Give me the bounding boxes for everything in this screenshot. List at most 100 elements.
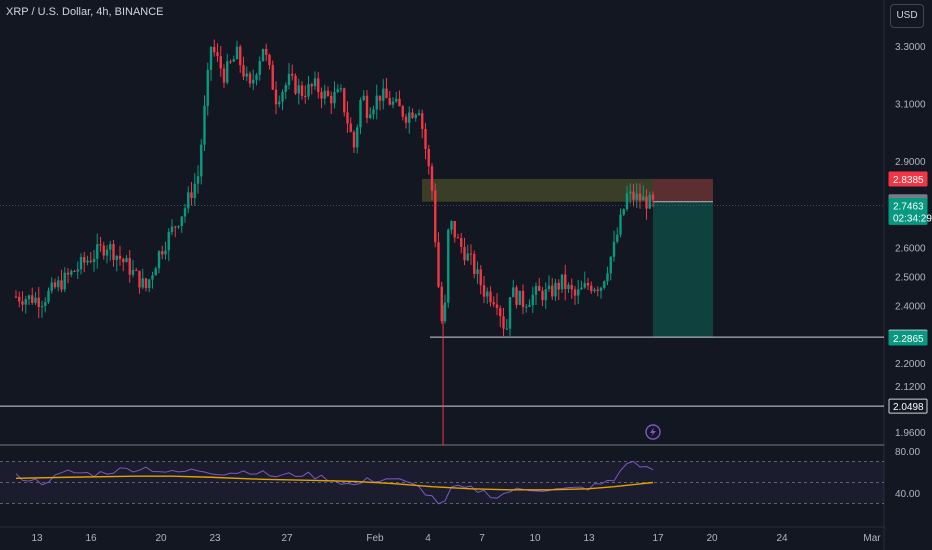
price-tick-label: 2.9000 bbox=[895, 157, 926, 168]
candle-body bbox=[616, 234, 619, 242]
candle-body bbox=[330, 95, 333, 104]
candle-body bbox=[229, 61, 232, 63]
price-badge bbox=[888, 171, 928, 187]
candle-body bbox=[570, 284, 573, 290]
candle-body bbox=[502, 316, 505, 329]
candle-body bbox=[603, 281, 606, 288]
candle-body bbox=[469, 253, 473, 255]
candle-body bbox=[456, 237, 460, 239]
candle-body bbox=[411, 112, 414, 118]
candle-body bbox=[112, 244, 115, 261]
candle-body bbox=[495, 304, 499, 309]
candle-body bbox=[255, 74, 258, 80]
candle-body bbox=[440, 286, 443, 322]
candle-body bbox=[89, 260, 92, 262]
candle-body bbox=[274, 89, 278, 105]
candle-body bbox=[541, 290, 544, 301]
candle-body bbox=[577, 289, 580, 296]
candle-body bbox=[642, 196, 645, 201]
candle-body bbox=[183, 208, 187, 217]
price-tick-label: 2.5000 bbox=[895, 272, 926, 283]
candle-body bbox=[63, 272, 66, 290]
time-tick-label: 17 bbox=[652, 533, 664, 544]
supply-zone-rect bbox=[422, 178, 653, 202]
time-tick-label: 7 bbox=[479, 533, 485, 544]
candle-body bbox=[369, 114, 372, 119]
candle-body bbox=[66, 272, 70, 275]
price-badge bbox=[888, 330, 928, 346]
candle-body bbox=[326, 90, 330, 96]
candle-body bbox=[209, 47, 213, 70]
candle-body bbox=[27, 295, 31, 300]
price-tick-label: 2.4000 bbox=[895, 301, 926, 312]
candle-body bbox=[291, 73, 294, 76]
candle-body bbox=[573, 289, 577, 296]
candle-body bbox=[323, 90, 326, 99]
price-tick-label: 3.1000 bbox=[895, 100, 926, 111]
time-tick-label: 16 bbox=[85, 533, 97, 544]
time-tick-label: 10 bbox=[529, 533, 541, 544]
candle-body bbox=[486, 291, 489, 297]
candle-body bbox=[226, 61, 229, 83]
candle-body bbox=[508, 297, 512, 329]
candle-body bbox=[557, 282, 560, 290]
candle-body bbox=[73, 270, 76, 272]
candle-body bbox=[287, 73, 291, 86]
candle-body bbox=[492, 302, 495, 305]
candle-body bbox=[92, 258, 96, 262]
candle-body bbox=[177, 226, 180, 228]
candle-body bbox=[619, 214, 622, 235]
price-badge-label: 2.2865 bbox=[893, 334, 924, 345]
candle-body bbox=[512, 287, 515, 298]
candle-body bbox=[648, 194, 651, 209]
candle-body bbox=[421, 113, 424, 129]
candle-body bbox=[401, 106, 404, 117]
candle-body bbox=[551, 285, 554, 297]
candle-body bbox=[265, 48, 268, 55]
time-tick-label: 23 bbox=[209, 533, 221, 544]
candle-body bbox=[79, 257, 83, 270]
candle-body bbox=[414, 114, 417, 118]
currency-button[interactable]: USD bbox=[890, 4, 924, 28]
candle-body bbox=[248, 73, 252, 84]
candle-body bbox=[632, 191, 635, 200]
candle-body bbox=[580, 287, 583, 290]
lightning-bolt bbox=[650, 427, 656, 437]
symbol-title: XRP / U.S. Dollar, 4h, BINANCE bbox=[6, 6, 164, 18]
position-target-zone bbox=[653, 201, 713, 338]
candle-body bbox=[372, 109, 375, 115]
candle-body bbox=[138, 270, 141, 288]
candle-body bbox=[531, 294, 534, 306]
candle-body bbox=[284, 85, 287, 92]
candle-body bbox=[404, 116, 408, 123]
candle-body bbox=[128, 258, 131, 275]
candle-body bbox=[118, 255, 122, 259]
candle-body bbox=[482, 285, 486, 297]
candle-body bbox=[60, 280, 63, 290]
candle-body bbox=[99, 244, 102, 246]
candle-body bbox=[125, 258, 128, 263]
candle-body bbox=[378, 95, 382, 101]
candle-body bbox=[222, 68, 226, 83]
candle-body bbox=[466, 253, 469, 261]
rsi-tick-label: 80.00 bbox=[895, 447, 920, 458]
price-badge-label: 2.0498 bbox=[893, 402, 924, 413]
candle-body bbox=[567, 284, 570, 290]
candle-body bbox=[122, 258, 125, 263]
candle-body bbox=[216, 52, 219, 57]
time-tick-label: 20 bbox=[155, 533, 167, 544]
candle-body bbox=[437, 242, 440, 287]
candle-body bbox=[307, 84, 310, 97]
lightning-icon[interactable] bbox=[645, 424, 661, 440]
candle-body bbox=[473, 253, 476, 274]
candle-body bbox=[281, 91, 284, 102]
candle-body bbox=[57, 280, 60, 288]
candle-body bbox=[625, 193, 629, 210]
candle-body bbox=[219, 56, 222, 69]
candle-body bbox=[476, 269, 479, 274]
candle-body bbox=[336, 89, 339, 93]
candle-body bbox=[50, 282, 53, 291]
candle-body bbox=[395, 98, 398, 102]
candle-body bbox=[271, 65, 274, 90]
